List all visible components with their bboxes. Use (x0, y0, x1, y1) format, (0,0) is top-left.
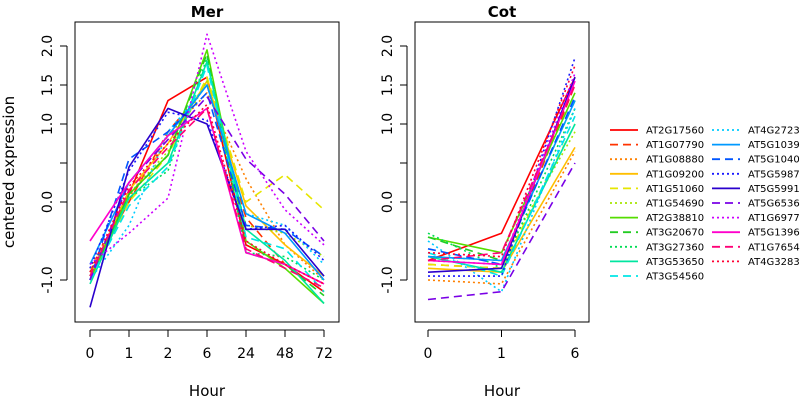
x-tick-label: 2 (164, 346, 173, 362)
x-tick-label: 72 (315, 346, 333, 362)
series-line-at4g32830 (89, 103, 325, 285)
legend-label: AT4G3283 (748, 257, 800, 268)
series-line-at5g59910 (89, 107, 325, 308)
panel-mer: Mer -1.0 0.0 1.0 1.5 2.0 0 1 2 6 24 48 72 Hour centere… (0, 3, 340, 400)
series-line-at3g54560 (89, 64, 325, 293)
y-tick-label: -1.0 (380, 266, 396, 293)
y-tick-label: 1.0 (380, 113, 396, 135)
series-group (89, 33, 325, 308)
series-line-at2g38810 (427, 92, 576, 254)
x-tick-label: 6 (571, 346, 580, 362)
legend-label: AT3G54560 (646, 272, 704, 283)
legend-label: AT5G1040 (748, 155, 800, 166)
legend: AT2G17560 AT1G07790 AT1G08880 AT1G09200 AT1G… (610, 126, 800, 283)
legend-label: AT5G5987 (748, 169, 800, 180)
legend-label: AT1G07790 (646, 140, 704, 151)
legend-label: AT4G2723 (748, 126, 800, 137)
legend-label: AT5G6536 (748, 199, 800, 210)
y-tick-label: -1.0 (40, 266, 56, 293)
y-tick-label: 1.5 (380, 74, 396, 96)
legend-label: AT2G38810 (646, 213, 704, 224)
legend-label: AT3G27360 (646, 242, 704, 253)
panel-cot: Cot -1.0 0.0 1.0 1.5 2.0 0 1 6 Hour (380, 3, 590, 400)
series-line-at5g13960 (89, 107, 325, 285)
legend-label: AT5G5991 (748, 184, 800, 195)
x-tick-label: 1 (497, 346, 506, 362)
y-axis-label: centered expression (0, 96, 18, 248)
legend-label: AT5G1039 (748, 140, 800, 151)
y-tick-label: 0.0 (380, 191, 396, 213)
legend-label: AT2G17560 (646, 126, 704, 137)
legend-label: AT1G51060 (646, 184, 704, 195)
series-line-at5g59870 (89, 111, 325, 269)
series-line-at1g51060 (89, 76, 325, 281)
series-line-at3g20670 (89, 52, 325, 297)
x-tick-label: 6 (203, 346, 212, 362)
y-tick-label: 1.5 (40, 74, 56, 96)
series-line-at1g76540 (89, 107, 325, 289)
x-tick-label: 0 (424, 346, 433, 362)
series-line-at5g10400 (427, 96, 576, 266)
x-tick-label: 1 (125, 346, 134, 362)
x-axis-label: Hour (484, 382, 521, 400)
y-tick-label: 0.0 (40, 191, 56, 213)
legend-label: AT3G20670 (646, 228, 704, 239)
plot-frame (414, 21, 590, 323)
series-line-at3g53650 (89, 60, 325, 304)
y-tick-label: 2.0 (380, 35, 396, 57)
series-line-at5g59910 (427, 76, 576, 273)
x-tick-label: 0 (86, 346, 95, 362)
series-line-at1g51060 (427, 123, 576, 270)
legend-label: AT3G53650 (646, 257, 704, 268)
legend-label: AT1G7654 (748, 242, 800, 253)
chart-title: Mer (191, 3, 224, 21)
series-line-at4g27230 (427, 108, 576, 293)
series-line-at1g76540 (427, 84, 576, 262)
series-line-at3g53650 (427, 123, 576, 274)
legend-label: AT1G08880 (646, 155, 704, 166)
y-tick-label: 2.0 (40, 35, 56, 57)
legend-label: AT1G54690 (646, 199, 704, 210)
series-line-at1g54690 (89, 80, 325, 273)
x-tick-label: 24 (237, 346, 255, 362)
legend-label: AT5G1396 (748, 228, 800, 239)
y-tick-label: 1.0 (40, 113, 56, 135)
series-group (427, 57, 576, 301)
x-axis-label: Hour (189, 382, 226, 400)
series-line-at1g69770 (427, 73, 576, 266)
series-line-at1g69770 (89, 33, 325, 266)
chart-title: Cot (488, 3, 516, 21)
series-line-at5g13960 (427, 80, 576, 266)
plot-frame (74, 21, 340, 323)
series-line-at3g27360 (89, 56, 325, 281)
series-line-at5g65360 (427, 162, 576, 301)
legend-label: AT1G09200 (646, 169, 704, 180)
legend-label: AT1G6977 (748, 213, 800, 224)
x-tick-label: 48 (276, 346, 294, 362)
series-line-at1g07790 (427, 84, 576, 270)
series-line-at4g32830 (427, 65, 576, 258)
